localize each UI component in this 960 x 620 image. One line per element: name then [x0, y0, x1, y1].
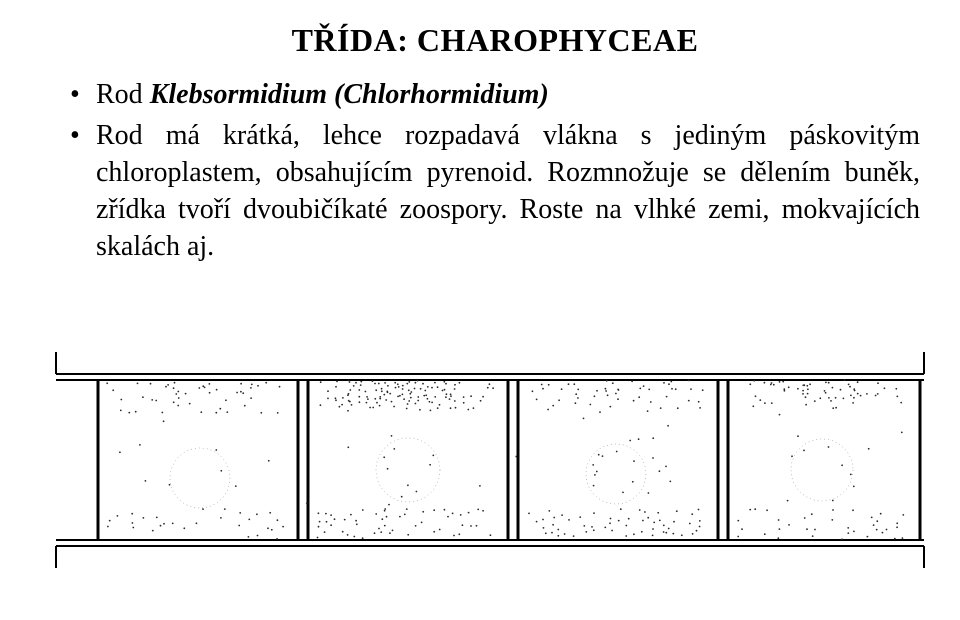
filament-figure — [50, 340, 930, 580]
bullet-list: Rod Klebsormidium (Chlorhormidium) Rod m… — [70, 77, 920, 266]
page-root: TŘÍDA: CHAROPHYCEAE Rod Klebsormidium (C… — [0, 0, 960, 620]
bullet-item-description: Rod má krátká, lehce rozpadavá vlákna s … — [70, 118, 920, 266]
bullet1-prefix: Rod — [96, 79, 150, 110]
bullet-item-genus: Rod Klebsormidium (Chlorhormidium) — [70, 77, 920, 114]
filament-svg — [50, 340, 930, 580]
bullet1-genus: Klebsormidium (Chlorhormidium) — [150, 79, 549, 110]
page-title: TŘÍDA: CHAROPHYCEAE — [70, 22, 920, 59]
